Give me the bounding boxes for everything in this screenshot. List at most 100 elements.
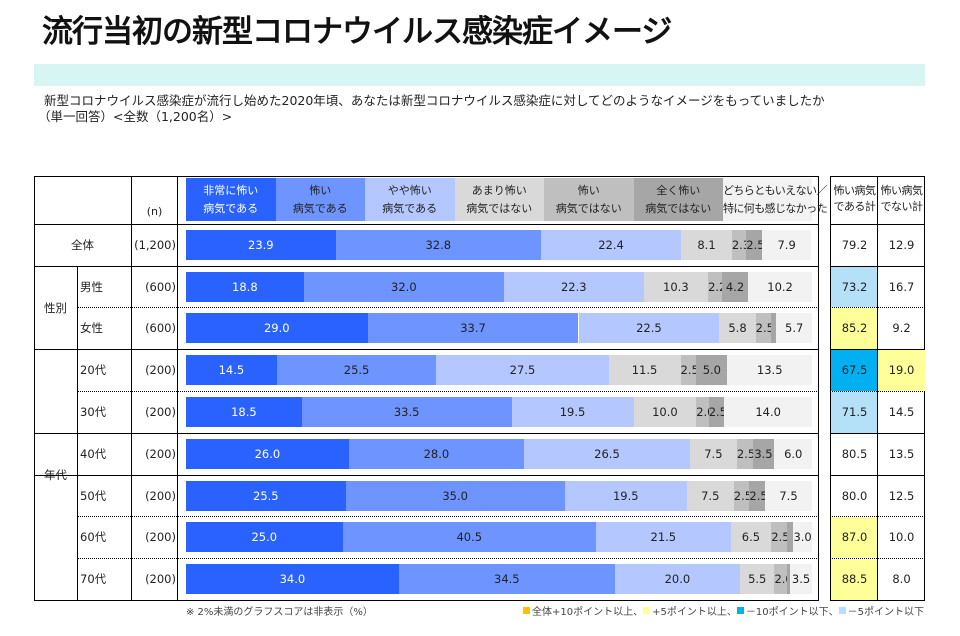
header-line: あまり怖い <box>471 184 527 197</box>
bar-value-label: 2.5 <box>733 489 753 503</box>
bar-segment: 3.5 <box>790 564 812 594</box>
column-divider <box>177 176 178 601</box>
bar-value-label: 33.5 <box>393 405 420 419</box>
bar-value-label: 22.4 <box>598 238 624 252</box>
bar-segment: 5.7 <box>776 313 812 343</box>
row-separator <box>77 307 819 308</box>
sample-size: (200) <box>145 405 176 419</box>
bar-segment: 2.5 <box>708 397 727 427</box>
bar-segment: 2.2 <box>708 272 726 302</box>
bar-segment: 19.5 <box>511 397 634 427</box>
total-not-scary-cell: 14.5 <box>888 405 915 419</box>
total-scary-cell: 79.2 <box>841 238 868 252</box>
legend-text: －5ポイント以下 <box>847 607 924 618</box>
bar-segment: 8.1 <box>681 230 732 260</box>
bar-value-label: 14.5 <box>218 363 245 377</box>
bar-value-label: 18.8 <box>232 280 258 294</box>
bar-value-label: 18.5 <box>231 405 257 419</box>
bar-segment: 2.5 <box>771 522 790 552</box>
bar-segment: 4.2 <box>721 272 749 302</box>
bar-value-label: 25.5 <box>253 489 279 503</box>
bar-value-label: 32.8 <box>425 238 452 252</box>
bar-value-label: 7.5 <box>779 489 798 503</box>
bar-segment: 33.7 <box>367 313 579 343</box>
row-label: 40代 <box>80 447 107 461</box>
bar-segment: 34.0 <box>186 564 399 594</box>
bar-value-label: 34.5 <box>494 572 520 586</box>
bar-value-label: 2.3 <box>731 238 751 252</box>
bar-value-label: 28.0 <box>423 447 450 461</box>
legend-header-somewhat-scary: やや怖い 病気である <box>365 178 455 221</box>
bar-value-label: 4.2 <box>725 280 745 294</box>
bar-segment: 32.0 <box>303 272 504 302</box>
bar-segment: 25.5 <box>276 355 437 385</box>
bar-segment: 5.8 <box>719 313 756 343</box>
row-separator <box>34 266 819 267</box>
bar-segment: 18.5 <box>186 397 302 427</box>
column-divider <box>877 176 878 601</box>
totals-header-scary: 怖い病気 である計 <box>831 177 878 223</box>
legend-item: －5ポイント以下 <box>838 603 924 618</box>
legend-header-not-scary: 怖い 病気ではない <box>544 178 634 221</box>
bar-value-label: 27.5 <box>509 363 536 377</box>
bar-segment: 35.0 <box>345 481 565 511</box>
bar-segment <box>771 313 777 343</box>
bar-segment: 28.0 <box>348 439 525 469</box>
bar-value-label: 2.5 <box>746 238 765 252</box>
header-line: 怖い病気 <box>833 184 877 197</box>
bar-value-label: 5.5 <box>748 572 767 586</box>
legend-header-very-scary: 非常に怖い 病気である <box>186 178 276 221</box>
sample-size: (200) <box>145 447 176 461</box>
bar-value-label: 7.5 <box>701 489 720 503</box>
header-line: どちらともいえない／ <box>723 184 827 197</box>
row-label: 30代 <box>80 405 107 419</box>
header-line: 怖い <box>577 184 600 197</box>
bar-segment: 2.3 <box>731 230 750 260</box>
header-line: 非常に怖い <box>203 184 259 197</box>
group-label: 性別 <box>44 300 67 315</box>
bar-segment: 3.5 <box>752 439 775 469</box>
bar-value-label: 14.0 <box>755 405 781 419</box>
legend-item: 全体+10ポイント以上 <box>523 603 643 618</box>
row-label: 20代 <box>80 363 107 377</box>
sample-size: (200) <box>145 488 176 503</box>
total-not-scary-cell: 16.7 <box>888 280 915 294</box>
bar-segment: 2.0 <box>696 397 714 427</box>
legend-swatch-icon <box>838 607 846 614</box>
row-label: 60代 <box>80 530 107 544</box>
group-label: 年代 <box>44 467 67 482</box>
title-band <box>34 64 925 86</box>
row-separator <box>77 558 819 559</box>
bar-value-label: 2.2 <box>708 280 727 294</box>
legend-item: －10ポイント以下 <box>736 603 839 618</box>
bar-value-label: 19.5 <box>559 405 586 419</box>
bar-segment: 14.0 <box>724 397 812 427</box>
column-divider <box>131 176 132 601</box>
n-column-header: (n) <box>146 205 163 218</box>
header-line: 病気ではない <box>555 202 622 215</box>
total-not-scary-cell: 8.0 <box>892 572 911 586</box>
bar-value-label: 32.0 <box>391 280 417 294</box>
bar-segment: 2.5 <box>733 481 753 511</box>
legend-header-scary: 怖い 病気である <box>275 178 365 221</box>
bar-value-label: 3.0 <box>793 530 812 544</box>
bar-value-label: 21.5 <box>650 530 677 544</box>
bar-value-label: 20.0 <box>664 572 691 586</box>
total-scary-cell: 85.2 <box>831 308 878 349</box>
header-line: 病気である <box>382 202 438 215</box>
bar-value-label: 7.9 <box>777 238 796 252</box>
bar-segment: 2.5 <box>680 355 699 385</box>
bar-value-label: 34.0 <box>279 572 306 586</box>
bar-value-label: 25.5 <box>343 363 370 377</box>
bar-value-label: 10.2 <box>767 280 793 294</box>
bar-value-label: 22.5 <box>636 321 662 335</box>
header-line: 病気ではない <box>466 202 533 215</box>
row-separator <box>34 349 819 350</box>
bar-value-label: 22.3 <box>560 280 587 294</box>
bar-value-label: 7.5 <box>704 447 723 461</box>
legend-swatch-icon <box>523 607 531 614</box>
header-line: 全く怖い <box>656 184 701 197</box>
bar-segment: 6.5 <box>730 522 772 552</box>
bar-segment: 22.4 <box>540 230 682 260</box>
header-line: でない計 <box>880 200 924 213</box>
